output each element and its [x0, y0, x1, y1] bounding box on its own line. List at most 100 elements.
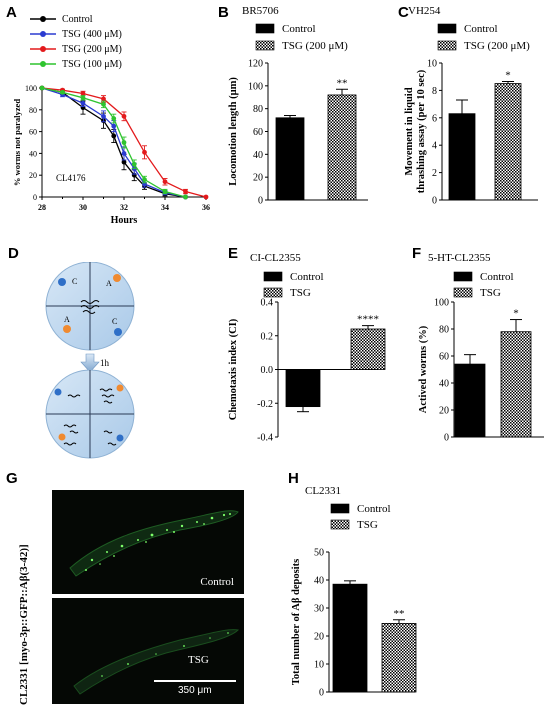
attractant-spot [113, 274, 121, 282]
y-tick-label: 0.0 [261, 365, 274, 376]
data-point [101, 101, 106, 107]
y-axis-label: Chemotaxis index (CI) [228, 318, 239, 420]
bar [381, 622, 417, 693]
y-tick-label: 10 [427, 59, 437, 70]
significance-marker: * [513, 308, 519, 320]
x-tick-label: 36 [202, 203, 210, 212]
legend-label: TSG (200 μM) [282, 40, 348, 52]
legend-swatch [263, 271, 283, 282]
y-tick-label: 120 [248, 59, 263, 70]
chart-title: CI-CL2355 [250, 252, 301, 264]
data-point [162, 189, 168, 194]
chart-title: BR5706 [242, 5, 279, 17]
control-spot [114, 328, 122, 336]
data-point [183, 189, 188, 194]
bar [448, 113, 476, 201]
series-line [41, 87, 186, 198]
panel-letter-b: B [218, 4, 229, 21]
legend-swatch [330, 519, 350, 530]
y-tick-label: 20 [253, 173, 263, 184]
legend-label: TSG (400 μM) [62, 29, 122, 40]
legend-swatch [330, 503, 350, 514]
panel-e-bar-chart: CI-CL2355 Control TSG -0.4 -0.2 0.0 0.2 0.4 Chem… [228, 252, 386, 444]
y-tick-label: 40 [439, 379, 449, 390]
legend-marker [40, 61, 46, 67]
label-a: A [64, 315, 70, 324]
legend-marker [40, 46, 46, 52]
legend-swatch [437, 40, 457, 51]
y-tick-label: 80 [253, 104, 263, 115]
bar [454, 363, 486, 438]
panel-d-chemotaxis-schematic: C A A C 1h [45, 262, 135, 459]
y-tick-label: 0 [258, 196, 263, 207]
bar [327, 94, 357, 201]
micrograph-label-tsg: TSG [188, 654, 209, 666]
y-tick-label: 10 [314, 660, 324, 671]
significance-marker: * [505, 69, 511, 81]
micrograph-tsg: TSG 350 μm [52, 598, 244, 704]
panel-f-bar-chart: 5-HT-CL2355 Control TSG 0 20 40 60 80 100 Actived… [418, 252, 544, 444]
y-tick-label: 60 [253, 127, 263, 138]
data-point [39, 85, 45, 91]
legend-swatch [453, 271, 473, 282]
data-point [183, 194, 188, 200]
data-point [111, 123, 117, 129]
label-c: C [112, 317, 117, 326]
y-tick-label: 50 [314, 548, 324, 559]
y-axis-label: % worms not paralyzed [12, 99, 22, 186]
y-tick-label: 20 [29, 171, 37, 180]
y-tick-label: 0 [444, 433, 449, 444]
y-tick-label: 40 [253, 150, 263, 161]
x-tick-label: 34 [161, 203, 169, 212]
strain-label: CL2331 [myo-3p::GFP::Aβ(3-42)] [18, 544, 30, 705]
y-tick-label: 0.4 [261, 298, 274, 309]
y-tick-label: -0.2 [257, 399, 273, 410]
panel-letter-g: G [6, 470, 18, 487]
legend-swatch [453, 287, 473, 298]
panel-c-bar-chart: VH254 Control TSG (200 μM) 0 2 4 6 8 10 Movement … [404, 5, 538, 207]
y-tick-label: 2 [432, 168, 437, 179]
data-point [101, 96, 106, 102]
data-point [60, 89, 65, 95]
y-tick-label: 20 [439, 406, 449, 417]
label-c: C [72, 277, 77, 286]
data-point [203, 194, 209, 200]
legend-label: Control [62, 14, 93, 25]
legend-label: TSG (100 μM) [62, 59, 122, 70]
chart-title: CL2331 [305, 485, 341, 497]
legend-swatch [437, 23, 457, 34]
y-tick-label: 100 [248, 81, 263, 92]
chart-title: 5-HT-CL2355 [428, 252, 491, 264]
legend-label: TSG [480, 287, 501, 299]
legend-label: TSG (200 μM) [464, 40, 530, 52]
panel-letter-f: F [412, 245, 422, 262]
label-a: A [106, 279, 112, 288]
y-axis-label: thrashing assay (per 10 sec) [416, 69, 427, 193]
legend-label: Control [290, 271, 324, 283]
data-point [111, 133, 117, 139]
legend-label: Control [282, 23, 316, 35]
y-tick-label: 4 [432, 141, 437, 152]
legend-label: Control [357, 503, 391, 515]
bar [275, 117, 305, 201]
y-tick-label: 60 [29, 128, 37, 137]
legend-marker [40, 16, 46, 22]
data-point [121, 140, 127, 145]
legend-label: Control [464, 23, 498, 35]
bar [332, 583, 368, 693]
data-point [121, 159, 127, 165]
micrograph-label-control: Control [200, 576, 234, 588]
y-tick-label: 0.2 [261, 331, 274, 342]
data-point [121, 113, 127, 119]
legend-swatch [255, 40, 275, 51]
legend-swatch [255, 23, 275, 34]
legend-label: TSG [357, 519, 378, 531]
data-point [131, 161, 137, 167]
data-point [162, 179, 168, 185]
x-tick-label: 30 [79, 203, 87, 212]
y-tick-label: 80 [29, 106, 37, 115]
data-point [80, 95, 86, 101]
control-spot [58, 278, 66, 286]
y-tick-label: 40 [29, 149, 37, 158]
